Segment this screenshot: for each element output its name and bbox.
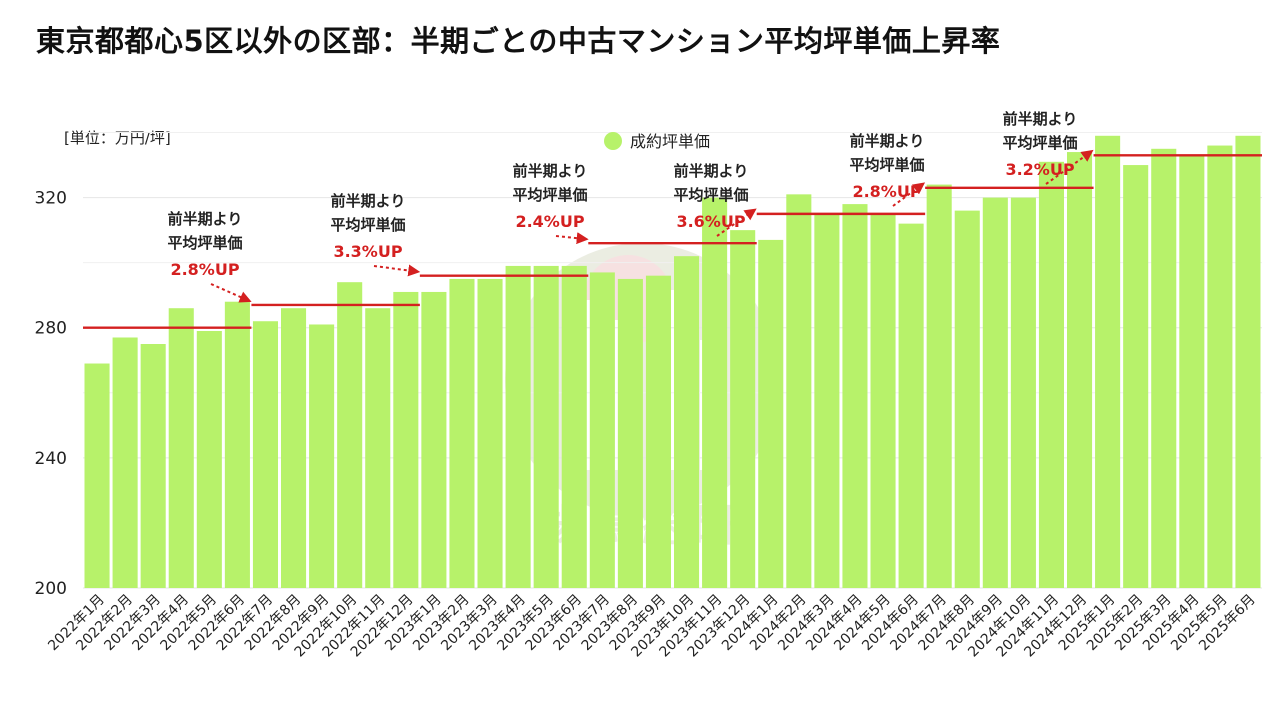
bar [421, 291, 447, 588]
annotation-arrow [555, 232, 589, 245]
bar [589, 272, 615, 588]
bar [926, 184, 952, 588]
bar [449, 278, 475, 588]
bar [533, 265, 559, 588]
bar [1179, 155, 1205, 588]
bar [645, 275, 671, 588]
annotation-value: 3.3%UP [333, 242, 402, 261]
y-tick-label: 200 [35, 579, 67, 599]
bar [309, 324, 335, 588]
y-axis: 200 240 280 320 [35, 189, 67, 599]
bar [1207, 145, 1233, 588]
bar [1235, 135, 1261, 588]
page-title: 東京都都心5区以外の区部：半期ごとの中古マンション平均坪単価上昇率 [36, 24, 1001, 58]
annotation-value: 3.2%UP [1005, 160, 1074, 179]
annotation-value: 2.8%UP [170, 260, 239, 279]
bar [561, 265, 587, 588]
bar [281, 308, 307, 588]
unit-label: [単位：万円/坪] [64, 129, 171, 147]
annotation-arrow [210, 283, 252, 303]
bar [702, 197, 728, 588]
annotation-line1: 前半期より [850, 132, 925, 150]
bar [140, 344, 166, 588]
annotation-line2: 平均坪単価 [1002, 134, 1077, 152]
bar [365, 308, 391, 588]
bar [337, 282, 363, 588]
annotation-arrow [373, 264, 421, 277]
y-tick-label: 240 [35, 449, 67, 469]
y-tick-label: 280 [35, 319, 67, 339]
bar [393, 291, 419, 588]
bar [1123, 165, 1149, 589]
annotation-line1: 前半期より [1003, 110, 1078, 128]
annotations: 前半期より平均坪単価2.8%UP前半期より平均坪単価3.3%UP前半期より平均坪… [167, 110, 1094, 303]
annotation-line2: 平均坪単価 [167, 234, 242, 252]
y-tick-label: 320 [35, 189, 67, 209]
bar [982, 197, 1008, 588]
bar [196, 330, 222, 588]
legend-label: 成約坪単価 [630, 132, 710, 151]
bar [814, 213, 840, 588]
bar [168, 308, 194, 588]
bar [786, 194, 812, 588]
annotation-line1: 前半期より [331, 192, 406, 210]
half-year-average-lines [83, 154, 1262, 329]
bar [505, 265, 531, 588]
bar [730, 230, 756, 588]
annotation-line1: 前半期より [513, 162, 588, 180]
bar [674, 256, 700, 588]
bar [112, 337, 138, 588]
bar [870, 213, 896, 588]
bar [898, 223, 924, 589]
bar [1095, 135, 1121, 588]
x-axis: 2022年1月2022年2月2022年3月2022年4月2022年5月2022年… [45, 592, 1259, 661]
bar [954, 210, 980, 588]
annotation-line2: 平均坪単価 [849, 156, 924, 174]
annotation-value: 2.4%UP [515, 212, 584, 231]
annotation-value: 3.6%UP [676, 212, 745, 231]
legend-swatch [604, 132, 622, 150]
annotation-arrow [892, 182, 926, 207]
annotation-arrow [716, 208, 757, 237]
bar [842, 204, 868, 588]
annotation-line2: 平均坪単価 [512, 186, 587, 204]
bar [224, 301, 250, 588]
bar [1067, 152, 1093, 588]
grid-lines [83, 132, 1262, 589]
annotation-line1: 前半期より [168, 210, 243, 228]
annotation-value: 2.8%UP [852, 182, 921, 201]
bars [84, 135, 1261, 589]
annotation-line1: 前半期より [674, 162, 749, 180]
bar [84, 363, 110, 588]
bar [758, 239, 784, 589]
bar [477, 278, 503, 588]
annotation-line2: 平均坪単価 [330, 216, 405, 234]
bar [1010, 197, 1036, 588]
bar [252, 321, 278, 588]
annotation-line2: 平均坪単価 [673, 186, 748, 204]
bar [1151, 148, 1177, 589]
legend: 成約坪単価 [604, 132, 710, 151]
bar [1038, 161, 1064, 588]
bar [617, 278, 643, 588]
